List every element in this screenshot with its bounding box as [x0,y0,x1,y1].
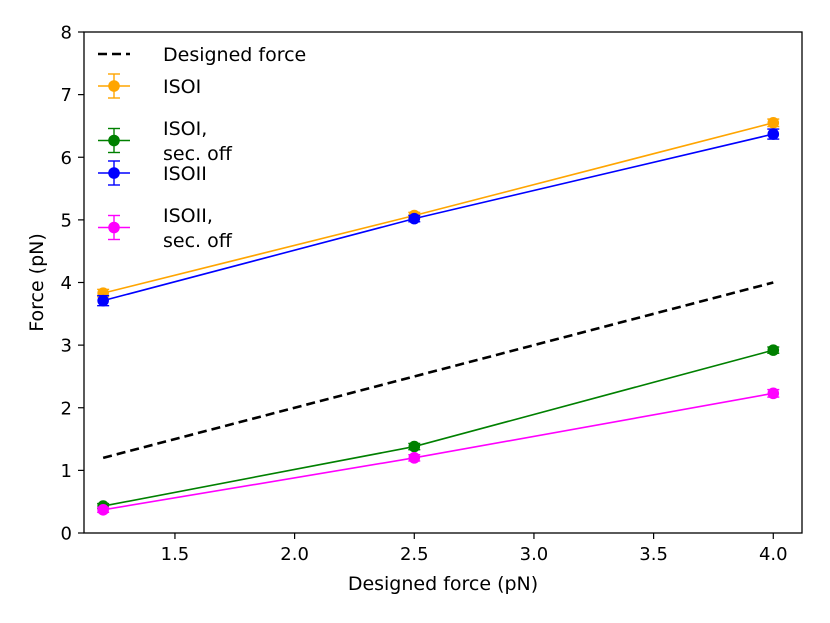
legend-entry-4: ISOII, sec. off [98,205,233,252]
data-point [767,128,780,140]
y-tick-label: 7 [61,85,72,106]
x-tick-label: 2.5 [400,544,429,565]
series-2 [97,344,780,512]
legend-label: ISOI [163,76,201,98]
y-tick-label: 6 [61,148,72,169]
y-tick-label: 8 [61,23,72,44]
series-0 [102,281,774,460]
x-tick-label: 2.0 [280,544,309,565]
axes-layer [83,31,803,534]
x-tick-label: 4.0 [759,544,788,565]
x-tick-label: 1.5 [161,544,190,565]
legend-label: ISOII, sec. off [163,205,233,252]
data-point [767,117,780,129]
series-3 [97,128,780,307]
legend-marker [108,167,120,179]
series-line [102,349,774,507]
series-4 [97,387,780,516]
legend-entry-3: ISOII [98,160,207,186]
legend-label: Designed force [163,44,306,66]
data-point [767,344,780,356]
series-line [102,281,774,460]
x-axis-ticks: 1.5 2.0 2.5 3.0 3.5 4.0 [161,533,788,565]
x-tick-label: 3.5 [639,544,668,565]
y-tick-label: 2 [61,398,72,419]
legend-marker [108,221,120,234]
data-point [767,387,780,400]
series-line [103,392,774,511]
legend-marker [108,134,120,147]
data-point [97,504,109,516]
x-axis-label: Designed force (pN) [348,573,538,595]
data-point [408,440,421,453]
y-axis-label: Force (pN) [26,233,48,332]
plot-frame [83,31,803,534]
data-point [408,212,421,225]
legend-label: ISOII [163,163,207,185]
legend-entry-0: Designed force [98,44,306,66]
legend-entry-1: ISOI [98,73,201,99]
y-tick-label: 0 [61,524,72,545]
y-tick-label: 5 [61,210,72,231]
y-tick-label: 3 [61,336,72,357]
legend-marker [108,80,120,92]
data-point [408,452,421,464]
legend-entry-2: ISOI, sec. off [98,118,233,165]
data-point [97,294,109,307]
legend-label: ISOI, sec. off [163,118,233,165]
y-tick-label: 1 [61,461,72,482]
series-layer [97,117,780,516]
x-tick-label: 3.0 [520,544,549,565]
y-axis-ticks: 0 1 2 3 4 5 6 7 8 [61,23,84,545]
y-tick-label: 4 [61,273,72,294]
